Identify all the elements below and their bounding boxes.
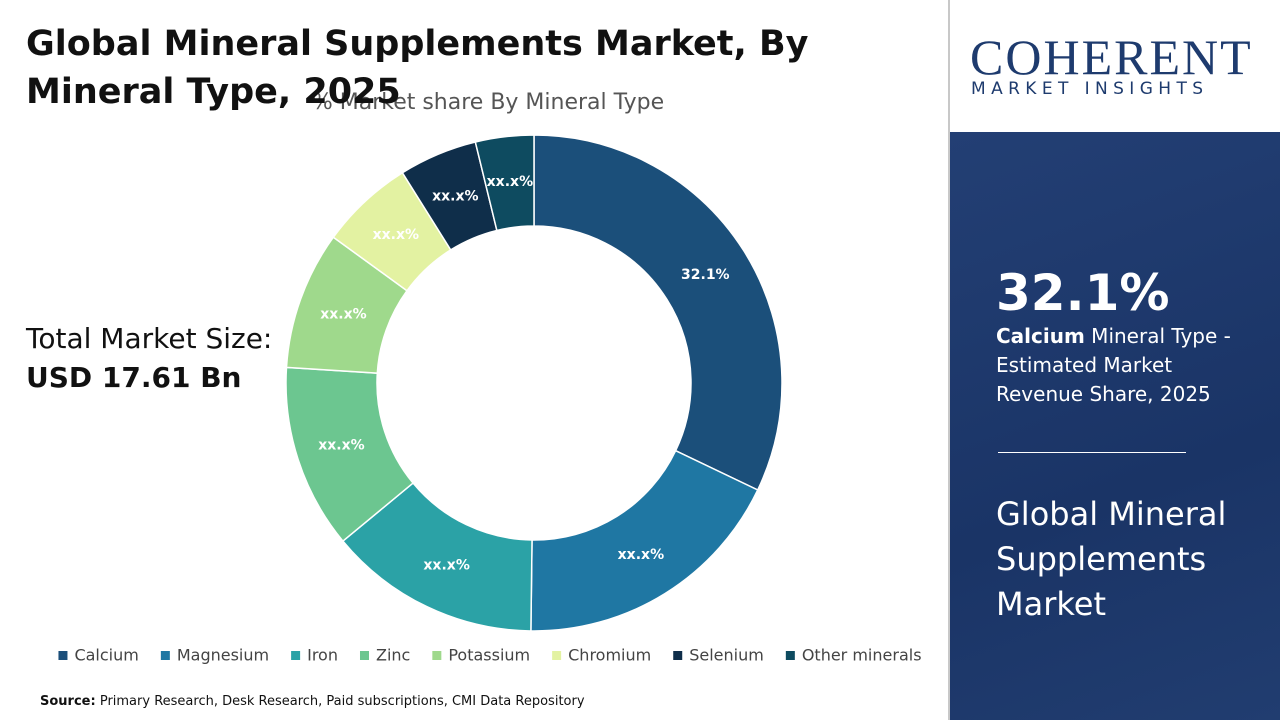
legend-label: Calcium [74, 646, 138, 665]
total-market: Total Market Size: USD 17.61 Bn [26, 322, 272, 394]
logo-tagline: MARKET INSIGHTS [971, 79, 1209, 99]
side-panel: 32.1% Calcium Mineral Type - Estimated M… [950, 132, 1280, 720]
highlight: 32.1% [996, 264, 1170, 322]
total-label: Total Market Size: [26, 322, 273, 355]
data-label: xx.x% [618, 547, 664, 563]
source-label: Source: [40, 694, 96, 709]
legend-label: Chromium [568, 646, 651, 665]
logo-name: COHERENT [970, 29, 1253, 85]
legend-swatch [673, 651, 683, 660]
data-label: xx.x% [432, 188, 478, 204]
logo: COHERENT MARKET INSIGHTS [950, 0, 1280, 132]
description-text: Mineral Type - Estimated Market Revenue … [996, 324, 1231, 406]
legend-swatch [58, 651, 68, 660]
source: Source: Primary Research, Desk Research,… [40, 694, 585, 709]
legend-swatch [359, 651, 369, 660]
legend-swatch [160, 651, 170, 660]
data-label: 32.1% [681, 267, 730, 283]
donut-segment [533, 134, 783, 492]
data-label: xx.x% [318, 438, 364, 454]
market-name: Global Mineral Supplements Market [996, 495, 1227, 623]
legend-swatch [552, 651, 562, 660]
divider [948, 0, 950, 720]
legend-label: Iron [307, 646, 338, 665]
data-label: xx.x% [320, 306, 366, 322]
legend-label: Selenium [689, 646, 764, 665]
legend-label: Zinc [376, 646, 410, 665]
legend-swatch [432, 651, 442, 660]
description: Calcium Mineral Type - Estimated Market … [996, 322, 1246, 409]
legend-swatch [785, 651, 795, 660]
source-text: Primary Research, Desk Research, Paid su… [99, 694, 585, 709]
legend-label: Other minerals [802, 646, 922, 665]
data-label: xx.x% [373, 227, 419, 243]
data-label: xx.x% [487, 174, 533, 190]
rule [998, 452, 1186, 453]
chart-title: Global Mineral Supplements Market, By Mi… [26, 24, 809, 112]
data-label: xx.x% [423, 558, 469, 574]
legend-label: Magnesium [177, 646, 269, 665]
total-value: USD 17.61 Bn [26, 361, 242, 394]
legend-label: Potassium [448, 646, 530, 665]
donut-segment [474, 134, 535, 232]
chart-subtitle: % Market share By Mineral Type [312, 90, 664, 115]
segment: Calcium [996, 324, 1085, 348]
legend-swatch [291, 651, 301, 660]
chart: % Market share By Mineral Type 32.1% xx.x… [58, 90, 922, 665]
donut-segment [530, 449, 759, 632]
